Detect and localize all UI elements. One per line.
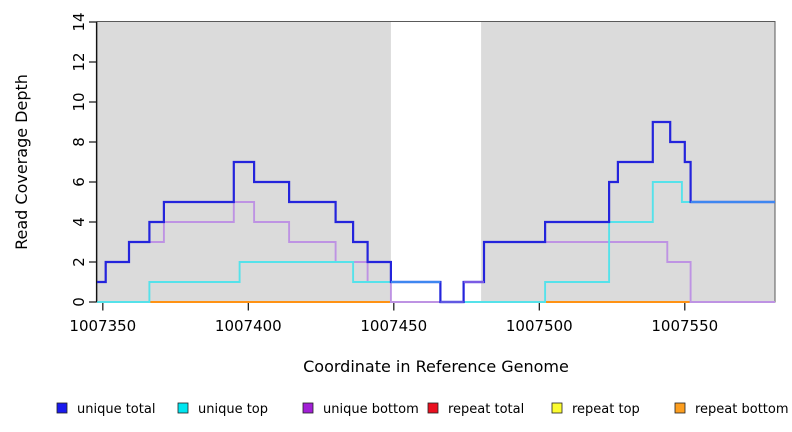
series-unique-total-line <box>97 120 775 304</box>
x-tick-label: 1007550 <box>651 317 718 335</box>
legend-swatch-unique-bottom <box>302 402 314 414</box>
y-tick-label: 0 <box>70 297 88 307</box>
x-tick-label: 1007400 <box>215 317 282 335</box>
y-tick-label: 4 <box>70 217 88 227</box>
legend-label-repeat-top: repeat top <box>572 402 640 417</box>
y-tick-label: 10 <box>70 92 88 111</box>
legend-label-repeat-bottom: repeat bottom <box>695 402 789 417</box>
legend-swatch-repeat-bottom <box>674 402 686 414</box>
y-tick-label: 2 <box>70 257 88 267</box>
legend-label-unique-top: unique top <box>198 402 268 417</box>
y-tick-label: 12 <box>70 52 88 71</box>
legend-label-unique-bottom: unique bottom <box>323 402 419 417</box>
x-axis-title: Coordinate in Reference Genome <box>303 357 569 376</box>
legend-label-repeat-total: repeat total <box>448 402 524 417</box>
legend-label-unique-total: unique total <box>77 402 155 417</box>
legend-swatch-repeat-top <box>551 402 563 414</box>
y-tick-label: 14 <box>70 12 88 31</box>
x-tick-label: 1007450 <box>360 317 427 335</box>
legend-swatch-unique-top <box>177 402 189 414</box>
x-tick-label: 1007500 <box>506 317 573 335</box>
y-tick-label: 8 <box>70 137 88 147</box>
y-tick-label: 6 <box>70 177 88 187</box>
legend-swatch-repeat-total <box>427 402 439 414</box>
legend-swatch-unique-total <box>56 402 68 414</box>
series-unique-top-line <box>97 181 775 303</box>
y-axis-title: Read Coverage Depth <box>12 74 31 250</box>
x-tick-label: 1007350 <box>69 317 136 335</box>
